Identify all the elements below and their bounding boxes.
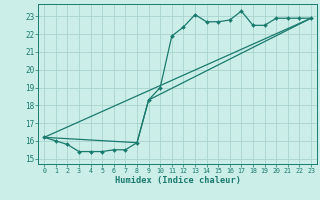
- X-axis label: Humidex (Indice chaleur): Humidex (Indice chaleur): [115, 176, 241, 185]
